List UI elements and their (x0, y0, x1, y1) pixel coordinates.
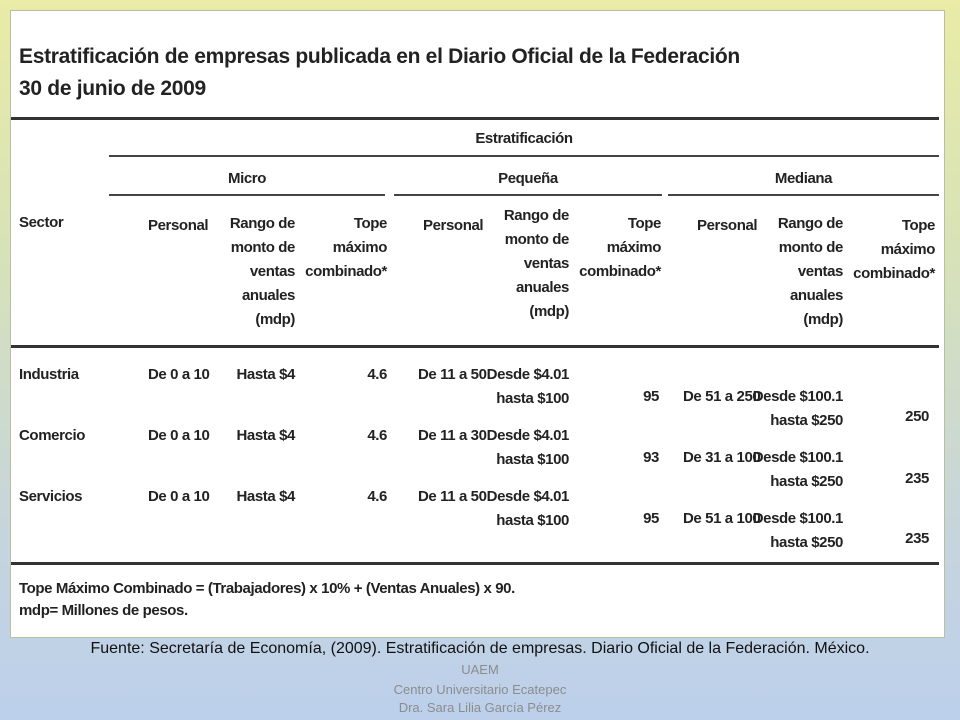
mediana-rango-cell: Desde $100.1 hasta $250 (752, 388, 844, 429)
micro-personal-cell: De 0 a 10 (148, 427, 210, 444)
micro-rango-cell: Hasta $4 (236, 366, 295, 383)
mediana-personal-header: Personal (697, 217, 758, 234)
group-header: Estratificación (475, 130, 573, 147)
mediana-header: Mediana (774, 170, 833, 187)
title-line-2: 30 de junio de 2009 (19, 77, 206, 100)
mediana-rango-cell: Desde $100.1 hasta $250 (752, 510, 844, 551)
table-top-rule (11, 117, 939, 120)
micro-tope-cell: 4.6 (367, 366, 387, 383)
pequena-personal-cell: De 11 a 30 (418, 427, 487, 444)
credit-campus: Centro Universitario Ecatepec (393, 682, 567, 697)
mediana-rango-header: Rango de monto de ventas anuales (mdp) (777, 215, 844, 328)
pequena-rango-cell: Desde $4.01 hasta $100 (486, 488, 570, 529)
mediana-personal-cell: De 31 a 100 (683, 449, 761, 466)
mediana-tope-cell: 235 (905, 530, 929, 547)
sector-cell: Industria (19, 366, 79, 383)
micro-personal-header: Personal (148, 217, 209, 234)
mediana-rule (668, 194, 939, 196)
micro-personal-cell: De 0 a 10 (148, 366, 210, 383)
pequena-personal-cell: De 11 a 50 (418, 488, 487, 505)
credit-author: Dra. Sara Lilia García Pérez (398, 700, 562, 715)
sector-cell: Comercio (19, 427, 85, 444)
micro-rango-header: Rango de monto de ventas anuales (mdp) (229, 215, 296, 328)
footnote-mdp: mdp= Millones de pesos. (19, 602, 188, 619)
document-frame: Estratificación de empresas publicada en… (10, 10, 945, 638)
pequena-personal-header: Personal (423, 217, 484, 234)
pequena-rango-cell: Desde $4.01 hasta $100 (486, 366, 570, 407)
estratificacion-rule (109, 155, 939, 157)
title-line-1: Estratificación de empresas publicada en… (19, 45, 740, 68)
sector-cell: Servicios (19, 488, 83, 505)
pequena-tope-header: Tope máximo combinado* (579, 215, 661, 280)
pequena-rango-header: Rango de monto de ventas anuales (mdp) (503, 207, 570, 320)
mediana-tope-header: Tope máximo combinado* (853, 217, 935, 282)
micro-tope-cell: 4.6 (367, 427, 387, 444)
micro-header: Micro (227, 170, 266, 187)
micro-tope-header: Tope máximo combinado* (305, 215, 387, 280)
pequena-header: Pequeña (498, 170, 558, 187)
micro-tope-cell: 4.6 (367, 488, 387, 505)
pequena-rango-cell: Desde $4.01 hasta $100 (486, 427, 570, 468)
footnote-formula: Tope Máximo Combinado = (Trabajadores) x… (19, 580, 515, 597)
mediana-tope-cell: 235 (905, 470, 929, 487)
credit-institution: UAEM (461, 662, 499, 677)
pequena-rule (394, 194, 662, 196)
mediana-personal-cell: De 51 a 250 (683, 388, 761, 405)
table-bottom-rule (11, 562, 939, 565)
pequena-tope-cell: 95 (643, 510, 659, 527)
document-title: Estratificación de empresas publicada en… (19, 41, 919, 105)
pequena-tope-cell: 93 (643, 449, 659, 466)
micro-personal-cell: De 0 a 10 (148, 488, 210, 505)
source-citation: Fuente: Secretaría de Economía, (2009). … (90, 640, 870, 657)
mediana-tope-cell: 250 (905, 408, 929, 425)
micro-rule (109, 194, 385, 196)
mediana-rango-cell: Desde $100.1 hasta $250 (752, 449, 844, 490)
sector-header: Sector (19, 214, 64, 231)
mediana-personal-cell: De 51 a 100 (683, 510, 761, 527)
pequena-personal-cell: De 11 a 50 (418, 366, 487, 383)
header-bottom-rule (11, 345, 939, 348)
micro-rango-cell: Hasta $4 (236, 427, 295, 444)
micro-rango-cell: Hasta $4 (236, 488, 295, 505)
pequena-tope-cell: 95 (643, 388, 659, 405)
